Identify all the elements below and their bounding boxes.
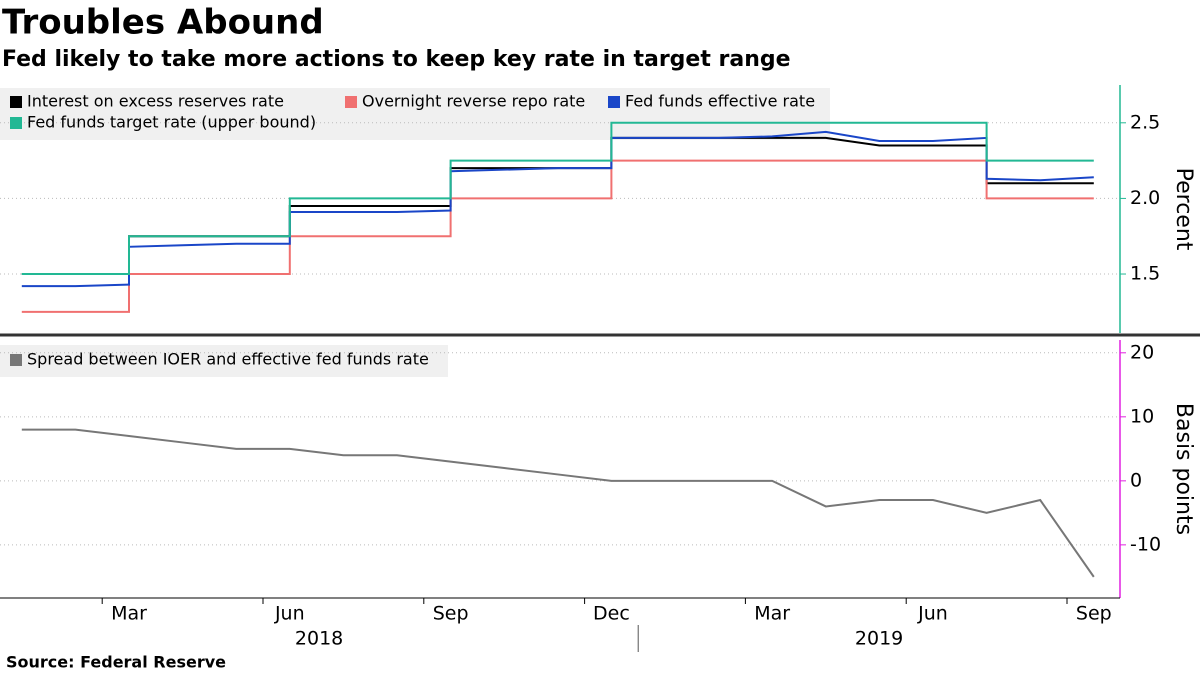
legend-label: Spread between IOER and effective fed fu…: [27, 350, 429, 369]
legend-swatch: [608, 96, 620, 108]
legend-label: Interest on excess reserves rate: [27, 92, 284, 111]
y-tick-label: 2.5: [1130, 111, 1160, 133]
x-tick-label: Dec: [593, 603, 630, 625]
series-line: [21, 121, 1094, 276]
series-line: [21, 159, 1094, 313]
legend-label: Fed funds target rate (upper bound): [27, 113, 316, 132]
series-line: [21, 136, 1094, 276]
legend-swatch: [10, 117, 22, 129]
x-tick-label: Mar: [111, 603, 147, 625]
legend-background: [0, 345, 448, 377]
chart-title: Troubles Abound: [2, 3, 324, 43]
legend-swatch: [345, 96, 357, 108]
x-year-label: 2019: [855, 628, 903, 650]
x-tick-label: Mar: [754, 603, 790, 625]
legend-background: [0, 88, 830, 140]
series-line: [21, 428, 1095, 578]
x-tick-label: Sep: [1076, 603, 1112, 625]
y-tick-label: 1.5: [1130, 263, 1160, 285]
series-line: [21, 130, 1094, 288]
legend-swatch: [10, 354, 22, 366]
legend-swatch: [10, 96, 22, 108]
x-tick-label: Sep: [433, 603, 469, 625]
x-tick-label: Jun: [917, 603, 948, 625]
legend-label: Fed funds effective rate: [625, 92, 815, 111]
x-tick-label: Jun: [274, 603, 305, 625]
y-tick-label: 2.0: [1130, 187, 1160, 209]
y-tick-label: 10: [1130, 405, 1154, 427]
source: Source: Federal Reserve: [6, 653, 226, 672]
legend-label: Overnight reverse repo rate: [362, 92, 585, 111]
chart-subtitle: Fed likely to take more actions to keep …: [2, 47, 791, 72]
y-tick-label: -10: [1130, 533, 1161, 555]
y-axis-title: Basis points: [1171, 403, 1196, 535]
y-tick-label: 0: [1130, 469, 1142, 491]
x-year-label: 2018: [295, 628, 343, 650]
y-tick-label: 20: [1130, 341, 1154, 363]
y-axis-title: Percent: [1171, 168, 1196, 251]
